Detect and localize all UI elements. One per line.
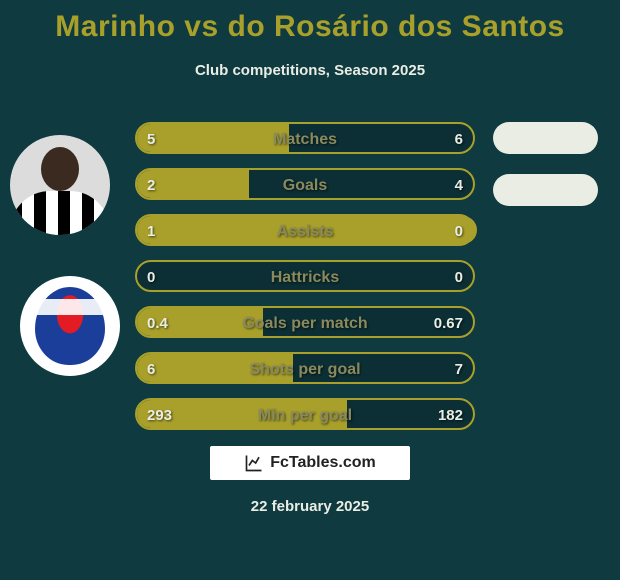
stat-row: 1Assists0 — [135, 214, 475, 246]
player1-avatar — [10, 135, 110, 235]
stat-row: 6Shots per goal7 — [135, 352, 475, 384]
stat-label: Shots per goal — [137, 354, 473, 386]
stat-row: 0Hattricks0 — [135, 260, 475, 292]
stat-row: 0.4Goals per match0.67 — [135, 306, 475, 338]
stat-right-value: 6 — [455, 124, 463, 156]
stat-right-value: 7 — [455, 354, 463, 386]
page-subtitle: Club competitions, Season 2025 — [0, 62, 620, 79]
page-title: Marinho vs do Rosário dos Santos — [0, 10, 620, 44]
stat-row: 2Goals4 — [135, 168, 475, 200]
stat-right-value: 4 — [455, 170, 463, 202]
player2-pill — [493, 174, 598, 206]
stat-right-value: 182 — [438, 400, 463, 432]
chart-icon — [244, 453, 264, 473]
stat-label: Hattricks — [137, 262, 473, 294]
footer-brand-text: FcTables.com — [270, 454, 376, 472]
stat-label: Goals — [137, 170, 473, 202]
stat-right-value: 0.67 — [434, 308, 463, 340]
stat-label: Min per goal — [137, 400, 473, 432]
stat-row: 293Min per goal182 — [135, 398, 475, 430]
player2-avatar — [20, 276, 120, 376]
footer-date: 22 february 2025 — [0, 498, 620, 515]
stat-right-value: 0 — [455, 262, 463, 294]
stats-bars: 5Matches62Goals41Assists00Hattricks00.4G… — [135, 122, 475, 444]
stat-row: 5Matches6 — [135, 122, 475, 154]
player1-pill — [493, 122, 598, 154]
stat-label: Matches — [137, 124, 473, 156]
footer-brand-badge: FcTables.com — [210, 446, 410, 480]
stat-right-value: 0 — [455, 216, 463, 248]
stat-label: Assists — [137, 216, 473, 248]
stat-label: Goals per match — [137, 308, 473, 340]
